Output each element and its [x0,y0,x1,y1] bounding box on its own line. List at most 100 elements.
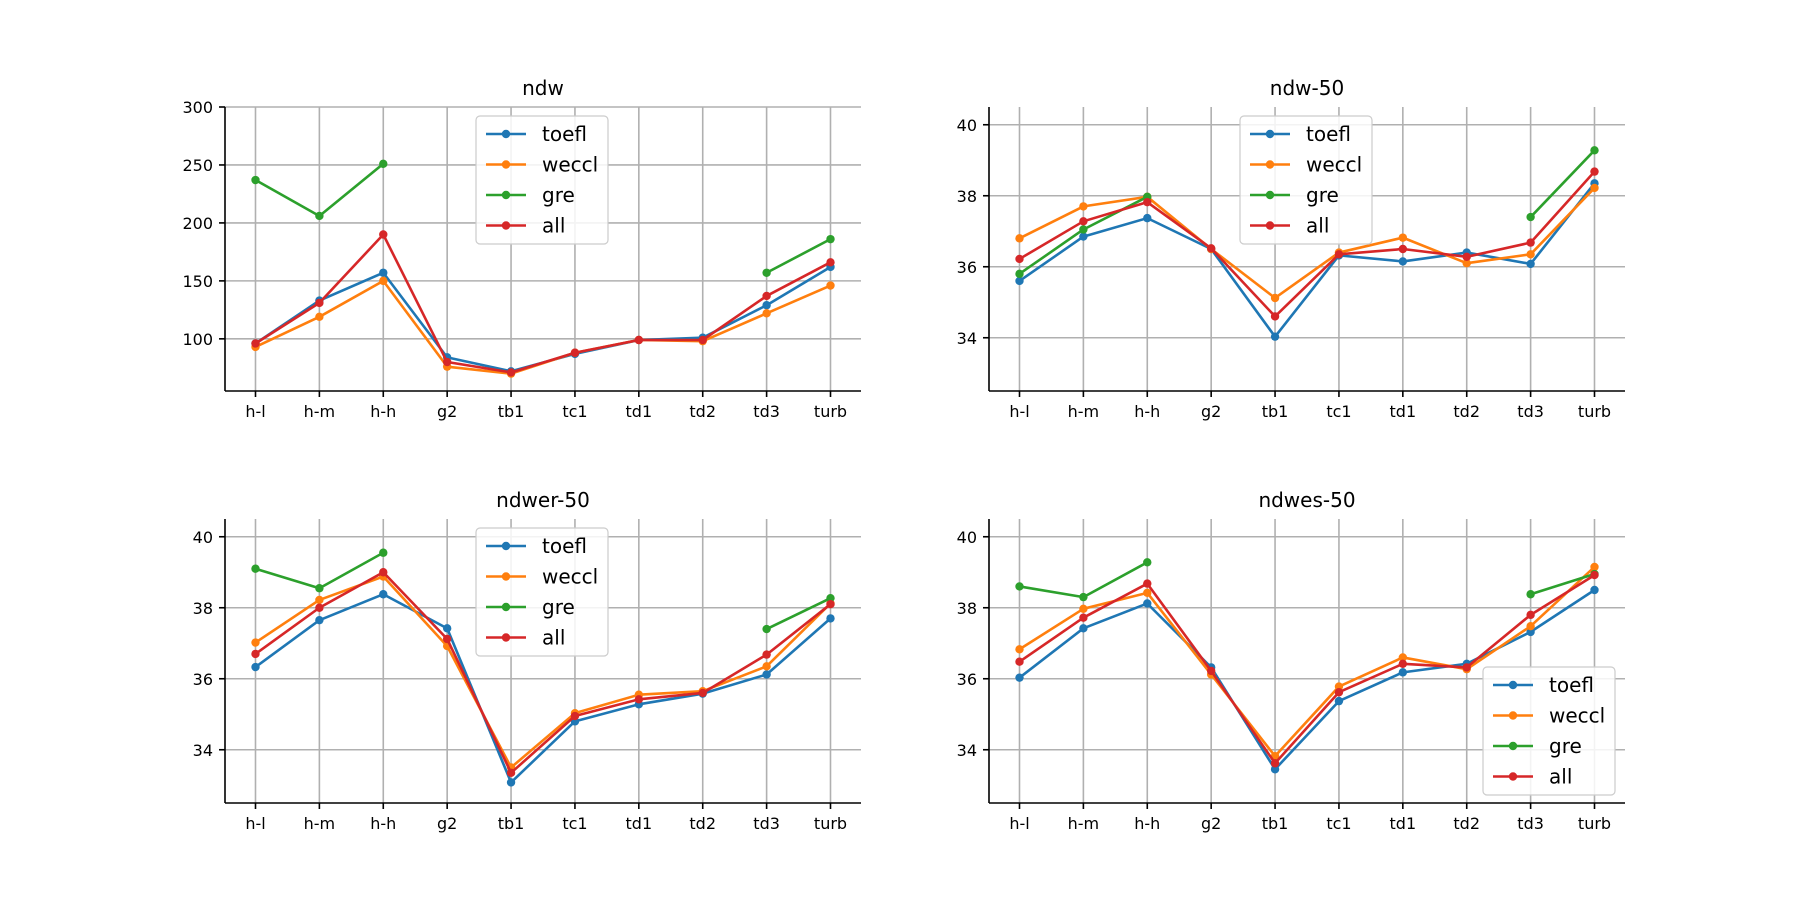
data-point-all [1590,167,1599,176]
data-point-gre [1143,558,1152,567]
data-point-gre [379,159,388,168]
x-tick-label: turb [1578,402,1611,421]
data-point-all [698,688,707,698]
legend-label-weccl: weccl [542,565,598,589]
x-tick-label: turb [814,814,847,833]
legend-marker-toefl [1508,680,1518,690]
series-all [251,230,835,377]
data-point-all [315,603,324,612]
legend-label-toefl: toefl [542,534,587,558]
y-tick-label: 36 [193,670,213,689]
data-point-weccl [1398,233,1408,242]
data-point-weccl [1079,202,1088,211]
legend-label-weccl: weccl [1306,153,1362,177]
x-tick-label: tc1 [1326,814,1351,833]
subplot-3: h-l h-m h-h g2 tb1 tc1 td1 td2 td3 turb 34 36 38 40 nd… [957,488,1625,833]
x-tick-label: turb [814,402,847,421]
data-point-weccl [379,276,388,286]
data-point-toefl [379,590,388,599]
data-point-all [506,368,516,377]
data-point-gre [1590,146,1599,155]
data-point-gre [1079,225,1088,234]
y-tick-label: 34 [957,741,977,760]
data-point-all [1079,217,1088,226]
data-point-all [506,768,516,778]
legend-label-weccl: weccl [1549,704,1605,728]
x-tick-label: td1 [626,402,653,421]
legend-label-all: all [542,626,565,650]
legend-marker-toefl [501,541,511,551]
subplot-title: ndw-50 [1270,76,1344,100]
data-point-toefl [762,670,771,679]
legend-label-gre: gre [1306,183,1339,207]
subplot-title: ndw [522,76,564,100]
data-point-gre [826,593,835,603]
data-point-all [442,357,452,367]
data-point-all [762,291,771,301]
data-point-weccl [1462,259,1471,268]
series-all [1015,167,1599,321]
data-point-weccl [1015,234,1024,243]
y-tick-label: 36 [957,258,977,277]
data-point-toefl [1270,332,1280,341]
legend-frame [1239,115,1373,245]
data-point-all [1143,197,1152,207]
data-point-all [1270,759,1280,768]
data-point-gre [315,584,324,593]
x-tick-label: h-l [245,402,265,421]
series-line-gre [766,596,832,631]
data-point-toefl [1398,668,1408,677]
x-tick-label: h-h [1134,814,1160,833]
data-point-all [570,348,580,357]
x-tick-label: h-m [304,814,336,833]
x-tick-label: tb1 [1262,814,1289,833]
legend-label-gre: gre [542,183,575,207]
x-tick-label: h-h [370,814,396,833]
x-tick-label: h-m [1068,814,1100,833]
legend-frame [1482,666,1616,796]
data-point-toefl [379,268,388,277]
data-point-gre [1015,582,1024,591]
x-tick-label: turb [1578,814,1611,833]
x-tick-label: tb1 [1262,402,1289,421]
legend-marker-toefl [1265,129,1275,139]
series-line-gre [1530,572,1595,596]
legend-marker-all [1265,221,1275,230]
y-tick-label: 200 [182,214,213,233]
series-all [1015,570,1599,768]
x-tick-label: h-l [1009,814,1029,833]
x-tick-label: h-l [245,814,265,833]
x-tick-label: tc1 [562,814,587,833]
data-point-toefl [1270,765,1280,774]
series-gre [1015,558,1599,602]
data-point-all [1590,570,1599,580]
series-line-toefl [254,265,832,373]
data-point-gre [315,211,324,221]
data-point-toefl [826,614,835,623]
legend: toefl weccl gre all [1482,666,1616,796]
data-point-toefl [1590,585,1599,595]
x-tick-label: td2 [1453,402,1480,421]
data-point-all [379,230,388,239]
y-tick-label: 100 [182,330,213,349]
legend-marker-weccl [1265,160,1275,169]
legend-frame [475,115,609,245]
y-tick-label: 40 [957,528,977,547]
legend-label-all: all [542,214,565,238]
legend-marker-gre [1508,741,1518,751]
data-point-all [1334,250,1344,259]
data-point-all [442,634,452,644]
data-point-all [634,695,644,704]
data-point-all [379,568,388,577]
series-all [251,568,835,778]
x-tick-label: h-h [1134,402,1160,421]
data-point-all [1015,657,1024,666]
data-point-all [826,258,835,267]
x-tick-label: h-l [1009,402,1029,421]
data-point-weccl [251,638,260,647]
y-tick-label: 34 [957,329,977,348]
series-line-gre [1529,149,1596,218]
y-tick-label: 40 [193,528,213,547]
data-point-all [315,298,324,308]
